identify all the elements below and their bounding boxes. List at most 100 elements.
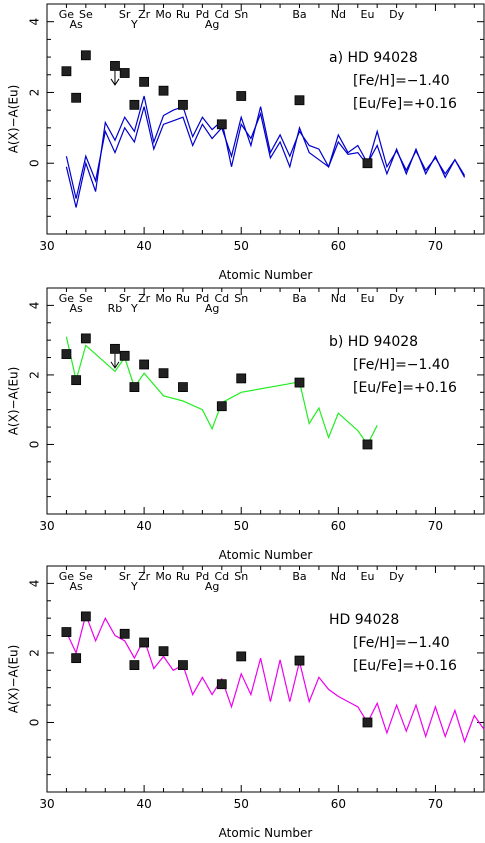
data-point	[178, 382, 188, 392]
element-label: Dy	[389, 570, 404, 583]
data-point	[61, 66, 72, 77]
y-tick-label: 4	[28, 18, 42, 26]
data-point	[362, 158, 373, 169]
data-point	[119, 350, 130, 361]
data-point	[71, 92, 82, 103]
x-tick-label: 40	[136, 519, 151, 533]
element-label: Se	[79, 8, 93, 21]
element-label: As	[70, 302, 84, 315]
data-point	[80, 333, 91, 344]
upper-limit-arrowhead	[110, 78, 120, 86]
data-point	[139, 76, 150, 87]
data-point	[61, 349, 72, 359]
element-label: Se	[79, 292, 93, 305]
star-name: b) HD 94028	[329, 334, 418, 350]
data-point	[129, 99, 140, 110]
x-tick-label: 30	[39, 797, 54, 811]
data-point	[216, 119, 227, 130]
x-tick-label: 40	[136, 797, 151, 811]
data-point	[178, 99, 188, 110]
data-point	[80, 611, 91, 622]
data-point	[71, 375, 82, 386]
x-axis-label: Atomic Number	[219, 268, 313, 282]
element-label: Sn	[234, 8, 248, 21]
element-label: Eu	[361, 8, 375, 21]
data-point	[119, 628, 130, 639]
data-point	[216, 401, 227, 412]
y-axis-label: A(X)−A(Eu)	[7, 645, 21, 714]
y-tick-label: 0	[28, 441, 42, 449]
plot-frame	[46, 565, 485, 793]
data-point	[129, 382, 140, 392]
element-label: Pd	[196, 570, 210, 583]
element-label: Ag	[205, 580, 220, 593]
y-tick-label: 0	[28, 719, 42, 727]
y-tick-label: 2	[28, 89, 42, 97]
x-axis-label: Atomic Number	[219, 548, 313, 562]
data-point	[158, 368, 169, 379]
europium-label: [Eu/Fe]=+0.16	[353, 380, 457, 396]
element-label: Ba	[292, 8, 306, 21]
element-label: Zr	[138, 292, 151, 305]
element-label: Sn	[234, 570, 248, 583]
element-label: Mo	[155, 8, 171, 21]
element-label: Ge	[59, 8, 75, 21]
chart-panel-1: 30 40 50 60 70 0 2 4 Atomic Number A(X)−A(Eu) GeAs…	[7, 3, 485, 282]
element-label: Se	[79, 570, 93, 583]
element-label: Ag	[205, 302, 220, 315]
data-point	[139, 359, 150, 370]
data-point	[61, 627, 72, 637]
y-axis-label: A(X)−A(Eu)	[7, 85, 21, 154]
x-tick-label: 60	[331, 519, 346, 533]
element-label: Ru	[176, 292, 190, 305]
metallicity-label: [Fe/H]=−1.40	[353, 357, 450, 373]
model-line-1	[65, 106, 466, 199]
element-label: As	[70, 18, 84, 31]
data-point	[80, 50, 91, 61]
element-label: Cd	[214, 8, 229, 21]
element-label: Ru	[176, 570, 190, 583]
x-tick-label: 50	[234, 239, 249, 253]
element-label: Sr	[119, 570, 131, 583]
element-label: As	[70, 580, 84, 593]
y-tick-label: 4	[28, 302, 42, 310]
y-tick-label: 2	[28, 371, 42, 379]
x-tick-label: 70	[428, 797, 443, 811]
x-axis-label: Atomic Number	[219, 826, 313, 840]
y-tick-label: 4	[28, 580, 42, 588]
element-label: Pd	[196, 292, 210, 305]
element-label: Nd	[331, 570, 346, 583]
element-label: Sr	[119, 292, 131, 305]
data-point	[294, 655, 305, 666]
data-point	[158, 85, 169, 96]
metallicity-label: [Fe/H]=−1.40	[353, 635, 450, 651]
element-label: Eu	[361, 570, 375, 583]
element-label: Y	[130, 18, 138, 31]
data-point	[110, 343, 120, 354]
element-label: Dy	[389, 292, 404, 305]
element-label: Mo	[155, 570, 171, 583]
data-point	[158, 646, 169, 657]
plot-frame	[46, 3, 485, 235]
data-point	[362, 439, 373, 450]
upper-limit-arrowhead	[110, 361, 120, 369]
element-label: Ag	[205, 18, 220, 31]
x-tick-label: 30	[39, 519, 54, 533]
x-tick-label: 70	[428, 519, 443, 533]
element-label: Zr	[138, 570, 151, 583]
data-point	[294, 377, 305, 388]
x-tick-label: 50	[234, 519, 249, 533]
data-point	[236, 373, 247, 384]
element-label: Y	[130, 302, 138, 315]
data-point	[236, 91, 247, 101]
metallicity-label: [Fe/H]=−1.40	[353, 73, 450, 89]
x-tick-label: 60	[331, 239, 346, 253]
element-label: Eu	[361, 292, 375, 305]
x-tick-label: 60	[331, 797, 346, 811]
plot-frame	[46, 287, 485, 515]
x-tick-label: 70	[428, 239, 443, 253]
data-point	[362, 717, 373, 728]
data-point	[178, 660, 188, 670]
element-label: Ru	[176, 8, 190, 21]
